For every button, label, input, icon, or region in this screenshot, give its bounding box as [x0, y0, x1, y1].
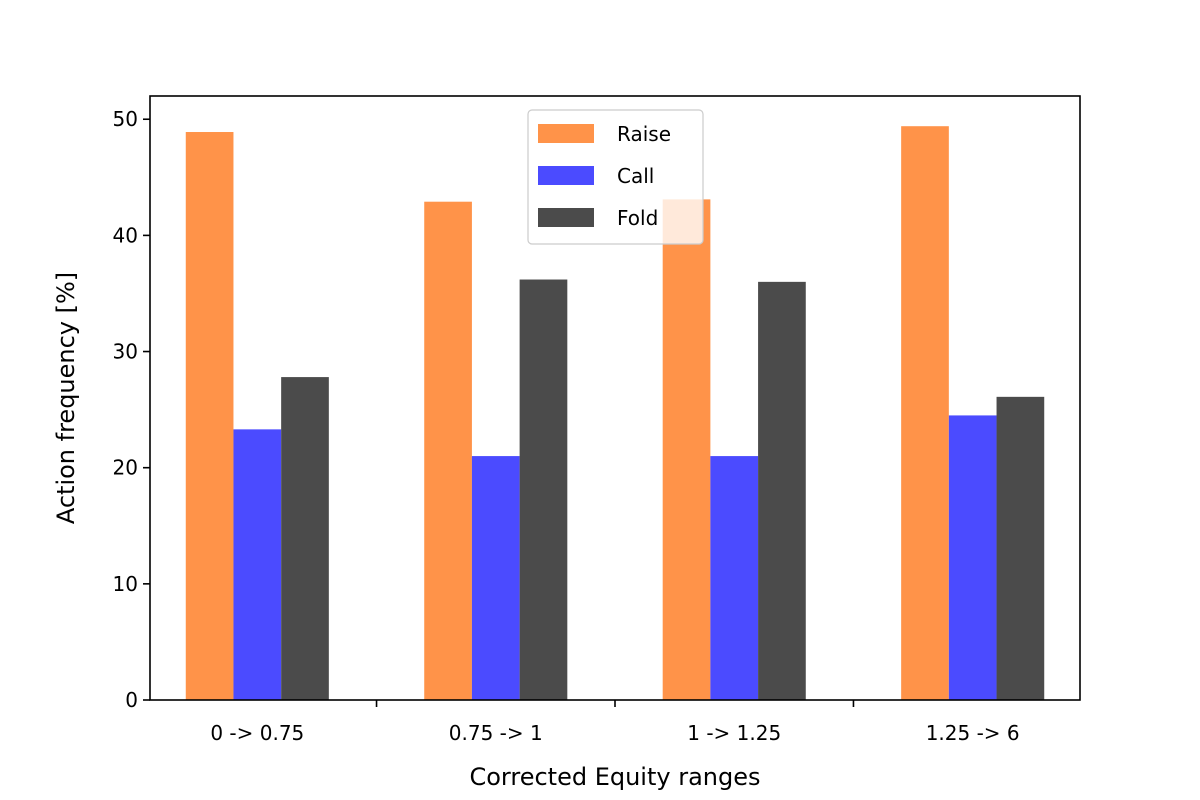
x-axis-ticks: 0 -> 0.75 0.75 -> 1 1 -> 1.25 1.25 -> 6	[210, 700, 1020, 745]
bar-fold-1	[519, 279, 568, 700]
x-axis-label: Corrected Equity ranges	[469, 763, 760, 791]
legend-swatch-raise	[538, 124, 594, 143]
y-axis-label: Action frequency [%]	[52, 272, 80, 524]
bar-call-3	[948, 415, 997, 700]
bars	[185, 126, 1045, 700]
bar-fold-2	[758, 281, 806, 700]
bar-raise-2	[662, 199, 711, 700]
legend-swatch-call	[538, 166, 594, 185]
legend-label-call: Call	[617, 164, 654, 188]
y-tick-label: 40	[113, 223, 138, 247]
x-category-label: 1.25 -> 6	[926, 721, 1020, 745]
bar-call-1	[471, 456, 520, 700]
bar-call-2	[710, 456, 759, 700]
y-tick-label: 10	[113, 572, 138, 596]
bar-raise-3	[901, 126, 949, 700]
y-axis-ticks: 0 10 20 30 40 50	[113, 107, 150, 712]
legend-label-fold: Fold	[617, 206, 658, 230]
y-tick-label: 20	[113, 456, 138, 480]
bar-fold-3	[996, 396, 1045, 700]
x-category-label: 1 -> 1.25	[687, 721, 781, 745]
y-tick-label: 50	[113, 107, 138, 131]
x-category-label: 0 -> 0.75	[210, 721, 304, 745]
y-tick-label: 0	[125, 688, 138, 712]
bar-raise-1	[424, 201, 472, 700]
x-category-label: 0.75 -> 1	[449, 721, 543, 745]
y-tick-label: 30	[113, 340, 138, 364]
legend: Raise Call Fold	[527, 109, 704, 245]
bar-raise-0	[185, 132, 234, 700]
bar-call-0	[233, 429, 282, 700]
legend-label-raise: Raise	[617, 122, 671, 146]
bar-fold-0	[281, 377, 329, 700]
legend-swatch-fold	[538, 208, 594, 227]
